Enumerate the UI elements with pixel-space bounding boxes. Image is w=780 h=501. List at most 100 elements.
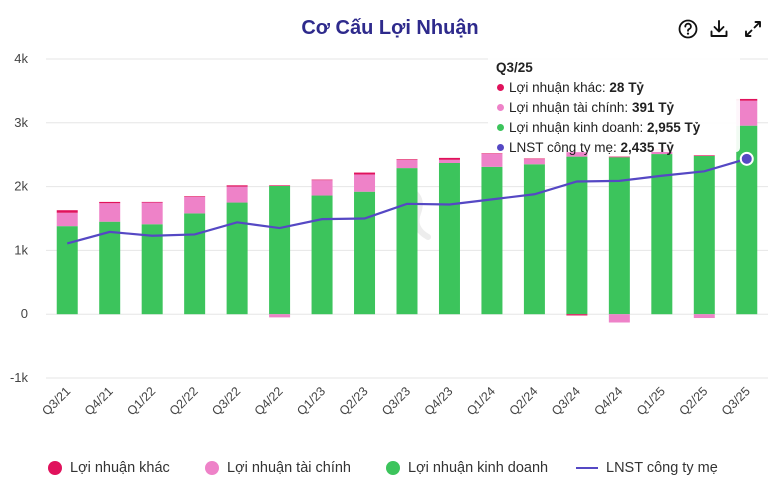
legend-dot (386, 461, 400, 475)
bar-financial (311, 180, 333, 196)
tooltip-row-other: Lợi nhuận khác: 28 Tỷ (496, 78, 740, 98)
help-icon (678, 19, 698, 39)
x-tick-label: Q3/23 (379, 384, 413, 418)
bar-business (566, 156, 588, 315)
legend-item-lnst[interactable]: LNST công ty mẹ (576, 460, 718, 476)
bar-business (226, 202, 248, 315)
lnst-active-point (739, 151, 754, 166)
legend-item-business[interactable]: Lợi nhuận kinh doanh (386, 460, 548, 476)
bar-other (226, 185, 248, 187)
bar-business (736, 125, 758, 315)
bar-financial (226, 186, 248, 203)
bar-financial (141, 202, 163, 225)
tooltip-value: 2,955 Tỷ (646, 120, 701, 135)
tooltip-label: Lợi nhuận khác: (509, 80, 610, 95)
bar-other (396, 159, 418, 160)
bar-business (396, 168, 418, 315)
legend-dot (205, 461, 219, 475)
bar-business (481, 166, 503, 315)
x-tick-label: Q4/23 (422, 384, 456, 418)
lnst-line (66, 157, 748, 245)
bar-other (141, 201, 163, 203)
bar-business (311, 195, 333, 315)
bar-financial (99, 203, 121, 222)
tooltip-dot (497, 104, 504, 112)
legend-label: LNST công ty mẹ (606, 460, 718, 476)
legend-item-financial[interactable]: Lợi nhuận tài chính (205, 460, 351, 476)
expand-icon (745, 21, 761, 37)
chart-tooltip: Q3/25 Lợi nhuận khác: 28 Tỷ Lợi nhuận tà… (488, 54, 740, 155)
x-tick-label: Q1/25 (634, 384, 668, 418)
bar-other (438, 157, 460, 160)
bar-financial (56, 212, 78, 227)
tooltip-dot (497, 84, 504, 92)
tooltip-row-financial: Lợi nhuận tài chính: 391 Tỷ (496, 98, 740, 118)
x-tick-label: Q4/21 (82, 384, 116, 418)
legend-label: Lợi nhuận khác (70, 460, 170, 476)
x-tick-label: Q1/24 (464, 384, 498, 418)
bar-other (56, 210, 78, 213)
bar-other (608, 156, 630, 158)
tooltip-title: Q3/25 (496, 60, 533, 75)
chart-title: Cơ Cấu Lợi Nhuận (301, 17, 479, 39)
bar-business (56, 226, 78, 315)
tooltip-dot (497, 124, 504, 132)
bar-other (184, 196, 206, 197)
x-tick-label: Q1/22 (124, 384, 158, 418)
tooltip-label: Lợi nhuận tài chính: (509, 100, 632, 115)
x-tick-label: Q4/24 (591, 384, 625, 418)
bar-financial (438, 159, 460, 163)
download-button[interactable] (706, 16, 732, 42)
tooltip-row-business: Lợi nhuận kinh doanh: 2,955 Tỷ (496, 118, 740, 138)
bar-financial (736, 100, 758, 126)
bar-business (608, 157, 630, 315)
bar-business (438, 162, 460, 315)
expand-button[interactable] (740, 16, 766, 42)
bar-other (354, 172, 376, 175)
x-tick-label: Q2/23 (337, 384, 371, 418)
download-icon (710, 20, 728, 37)
legend-item-other[interactable]: Lợi nhuận khác (48, 460, 170, 476)
y-tick-label: -1k (10, 370, 29, 385)
tooltip-value: 28 Tỷ (609, 80, 644, 95)
tooltip-value: 2,435 Tỷ (620, 140, 674, 155)
x-tick-label: Q2/24 (507, 384, 541, 418)
bar-business (99, 221, 121, 315)
x-tick-label: Q3/24 (549, 384, 583, 418)
bar-other (523, 158, 545, 160)
bar-financial (481, 153, 503, 167)
bar-other (311, 179, 333, 181)
legend-dot (48, 461, 62, 475)
bar-financial (269, 314, 291, 318)
y-tick-label: 4k (14, 51, 28, 66)
x-tick-label: Q3/25 (719, 384, 753, 418)
legend-label: Lợi nhuận kinh doanh (408, 460, 549, 476)
bar-business (651, 154, 673, 315)
bar-financial (693, 314, 715, 319)
bar-business (269, 185, 291, 315)
bar-business (354, 191, 376, 315)
x-tick-label: Q4/22 (252, 384, 286, 418)
bar-business (141, 224, 163, 315)
y-tick-label: 2k (14, 179, 28, 194)
bar-other (481, 153, 503, 154)
tooltip-value: 391 Tỷ (631, 100, 674, 115)
x-tick-label: Q2/25 (676, 384, 710, 418)
tooltip-dot (497, 144, 504, 152)
bar-other (269, 185, 291, 186)
bar-financial (566, 152, 588, 157)
y-tick-label: 3k (14, 115, 28, 130)
tooltip-label: LNST công ty mẹ: (509, 140, 621, 155)
tooltip-row-lnst: LNST công ty mẹ: 2,435 Tỷ (496, 138, 740, 158)
legend-label: Lợi nhuận tài chính (227, 460, 351, 476)
y-tick-label: 0 (21, 306, 28, 321)
x-tick-label: Q2/22 (167, 384, 201, 418)
x-tick-label: Q3/22 (209, 384, 243, 418)
bar-other (736, 98, 758, 101)
bar-business (693, 155, 715, 315)
bar-other (693, 155, 715, 156)
x-tick-label: Q3/21 (39, 384, 73, 418)
bar-financial (354, 174, 376, 192)
help-button[interactable] (675, 16, 701, 42)
